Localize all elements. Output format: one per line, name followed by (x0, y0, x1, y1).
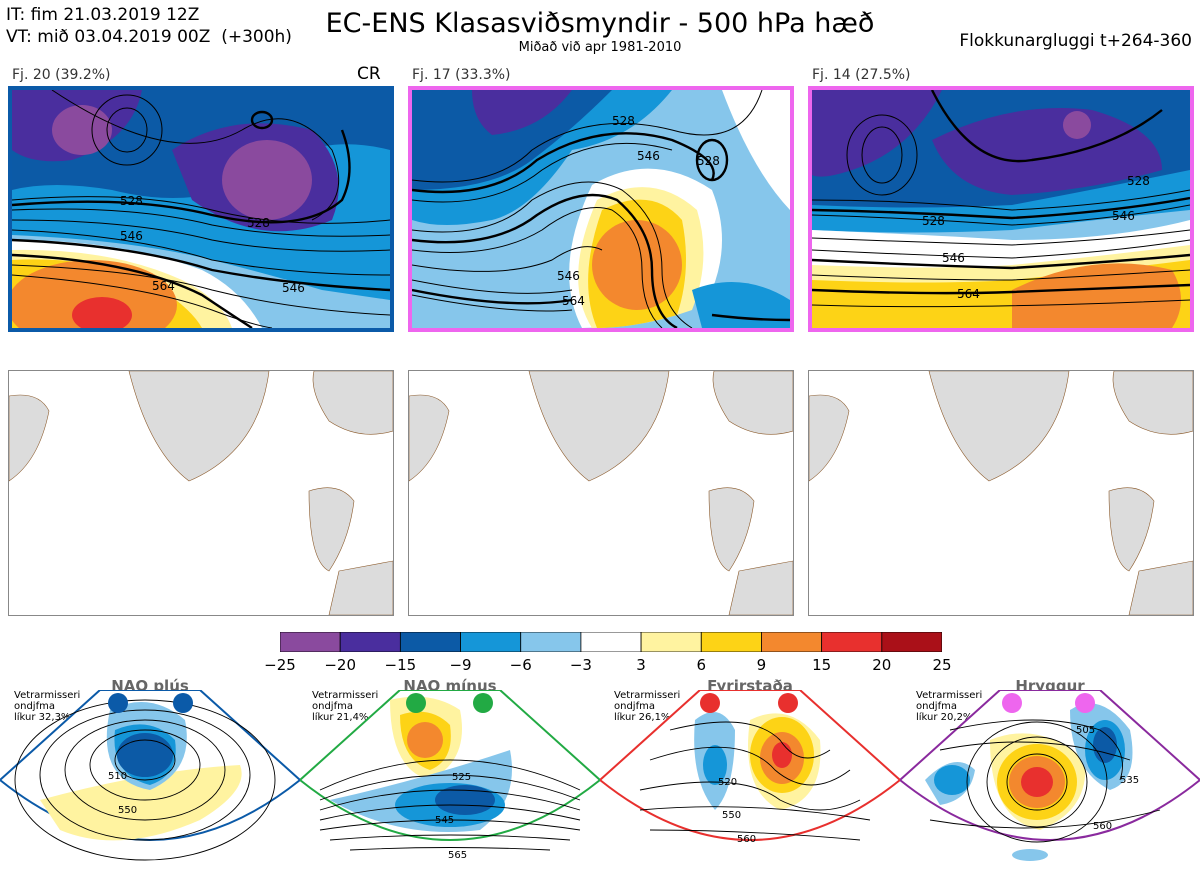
colorbar-svg (279, 631, 943, 653)
colorbar-tick-label: 15 (812, 656, 832, 674)
contour-label: 560 (1093, 821, 1112, 832)
regime-2-dot (406, 693, 426, 713)
contour-label: 528 (612, 114, 635, 128)
contour-label: 525 (452, 772, 471, 783)
blank-map-2 (408, 370, 794, 616)
contour-label: 564 (562, 294, 585, 308)
contour-label: 528 (1127, 174, 1150, 188)
header-info: IT: fim 21.03.2019 12Z VT: mið 03.04.2019… (6, 4, 292, 48)
cluster-1-tag: CR (357, 64, 381, 84)
regime-3-dot (700, 693, 720, 713)
contour-label: 535 (1120, 775, 1139, 786)
regime-4-dot (1002, 693, 1022, 713)
colorbar-segment (821, 631, 883, 653)
contour-label: 546 (1112, 209, 1135, 223)
colorbar-segment (761, 631, 823, 653)
contour-label: 546 (942, 251, 965, 265)
contour-label: 528 (697, 154, 720, 168)
colorbar-tick-label: −15 (384, 656, 417, 674)
colorbar-tick-label: −6 (509, 656, 532, 674)
regime-4-map: 505 535 560 (900, 690, 1200, 861)
contour-label: 510 (108, 771, 127, 782)
colorbar-segment (339, 631, 401, 653)
contour-label: 565 (448, 850, 467, 861)
colorbar-segment (700, 631, 762, 653)
regime-3-stat: Vetrarmisseri ondjfma líkur 26,1% (614, 690, 681, 723)
colorbar (279, 631, 943, 653)
colorbar-tick-label: 9 (756, 656, 767, 674)
colorbar-segment (881, 631, 943, 653)
colorbar-tick-label: −3 (569, 656, 592, 674)
contour-label: 546 (637, 149, 660, 163)
colorbar-tick-label: 20 (872, 656, 892, 674)
regime-4-dot (1075, 693, 1095, 713)
contour-label: 546 (120, 229, 143, 243)
valid-time: VT: mið 03.04.2019 00Z (+300h) (6, 27, 292, 47)
blank-map-3 (808, 370, 1194, 616)
contour-label: 545 (435, 815, 454, 826)
page-title: EC-ENS Klasasviðsmyndir - 500 hPa hæð (325, 8, 875, 39)
regime-1-dot (108, 693, 128, 713)
contour-label: 528 (247, 216, 270, 230)
contour-label: 528 (120, 194, 143, 208)
regime-1-dot (173, 693, 193, 713)
colorbar-tick-label: −20 (324, 656, 356, 674)
cluster-window: Flokkunargluggi t+264-360 (959, 31, 1192, 51)
regime-1-map: 510 550 (0, 690, 300, 861)
contour-label: 564 (152, 279, 175, 293)
contour-label: 560 (737, 834, 756, 845)
colorbar-segment (580, 631, 642, 653)
contour-label: 528 (922, 214, 945, 228)
colorbar-tick-label: 3 (636, 656, 646, 674)
contour-label: 550 (118, 805, 137, 816)
colorbar-tick-label: −25 (264, 656, 296, 674)
regime-2-dot (473, 693, 493, 713)
colorbar-tick-label: 6 (696, 656, 707, 674)
page-subtitle: Miðað við apr 1981-2010 (518, 40, 682, 55)
regime-3-map: 520 550 560 (600, 690, 900, 845)
colorbar-segment (640, 631, 702, 653)
contour-label: 520 (718, 777, 737, 788)
regime-4-stat: Vetrarmisseri ondjfma líkur 20,2% (916, 690, 983, 723)
colorbar-segment (460, 631, 522, 653)
regime-3-dot (778, 693, 798, 713)
colorbar-segment (279, 631, 341, 653)
regime-2-stat: Vetrarmisseri ondjfma líkur 21,4% (312, 690, 379, 723)
contour-label: 546 (282, 281, 305, 295)
cluster-3-map: 528 528 546 546 564 (808, 86, 1194, 332)
cluster-1-map: 528 546 546 564 528 (8, 86, 394, 332)
contour-label: 546 (557, 269, 580, 283)
colorbar-segment (399, 631, 461, 653)
cluster-3-label: Fj. 14 (27.5%) (812, 67, 911, 83)
colorbar-segment (520, 631, 582, 653)
contour-label: 564 (957, 287, 980, 301)
cluster-2-map: 528 546 528 546 564 (408, 86, 794, 332)
cluster-2-label: Fj. 17 (33.3%) (412, 67, 511, 83)
contour-label: 550 (722, 810, 741, 821)
cluster-1-label: Fj. 20 (39.2%) (12, 67, 111, 83)
contour-label: 505 (1076, 725, 1095, 736)
blank-map-1 (8, 370, 394, 616)
colorbar-tick-label: −9 (449, 656, 472, 674)
regime-1-stat: Vetrarmisseri ondjfma líkur 32,3% (14, 690, 81, 723)
init-time: IT: fim 21.03.2019 12Z (6, 5, 200, 25)
colorbar-tick-label: 25 (932, 656, 952, 674)
regime-2-map: 525 545 565 (300, 690, 600, 861)
